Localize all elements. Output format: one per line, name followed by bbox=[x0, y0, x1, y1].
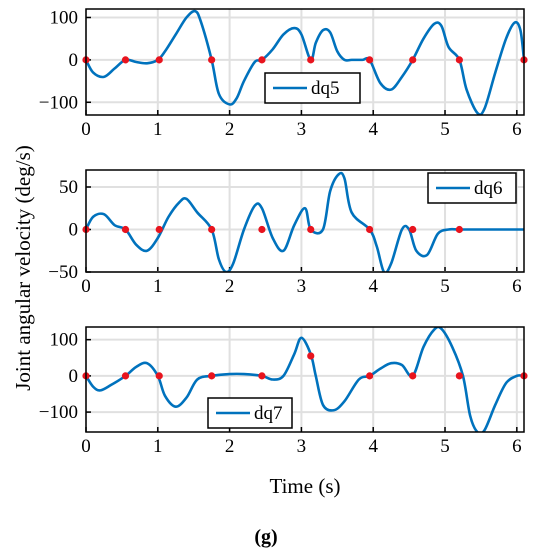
plot3-xtick-label-2: 2 bbox=[225, 436, 235, 457]
plot1-ytick-label-1: 0 bbox=[69, 50, 79, 71]
plot2-marker-2 bbox=[155, 225, 163, 234]
plot3-marker-5 bbox=[307, 352, 315, 360]
plot3-marker-3 bbox=[208, 372, 216, 380]
plot2-ytick-label-1: 0 bbox=[69, 220, 79, 241]
plot2-marker-8 bbox=[455, 225, 463, 234]
plot2-marker-4 bbox=[258, 225, 266, 234]
plot2-ytick-label-0: −50 bbox=[48, 262, 78, 283]
plot1-frame bbox=[85, 8, 525, 116]
figure-caption: (g) bbox=[254, 526, 277, 548]
plot2-xtick-label-0: 0 bbox=[81, 276, 91, 297]
plot2-xtick-label-2: 2 bbox=[225, 276, 235, 297]
plot2-marker-6 bbox=[366, 225, 374, 234]
plot3-xtick-label-5: 5 bbox=[440, 436, 450, 457]
plot1-marker-4 bbox=[258, 56, 266, 64]
plot1-ytick-label-2: 100 bbox=[50, 7, 79, 28]
plot2-xtick-label-1: 1 bbox=[153, 276, 163, 297]
plot1-xtick-label-1: 1 bbox=[153, 119, 163, 140]
plot2-xtick-label-3: 3 bbox=[297, 276, 307, 297]
plot2-frame bbox=[85, 169, 525, 273]
plot1-marker-7 bbox=[409, 56, 417, 64]
plot1-marker-6 bbox=[366, 56, 374, 64]
plot2-xtick-label-4: 4 bbox=[368, 276, 378, 297]
plot1-marker-8 bbox=[455, 56, 463, 64]
plot3-xtick-label-0: 0 bbox=[81, 436, 91, 457]
plot3-frame bbox=[85, 326, 525, 433]
plot3-marker-1 bbox=[121, 372, 130, 380]
plot3-ytick-label-1: 0 bbox=[69, 366, 79, 387]
y-axis-label: Joint angular velocity (deg/s) bbox=[11, 145, 35, 391]
plot3-marker-7 bbox=[409, 372, 417, 380]
plot1-marker-1 bbox=[121, 56, 130, 64]
plot1-legend-label: dq5 bbox=[311, 78, 340, 99]
plot2-ytick-label-2: 50 bbox=[59, 177, 78, 198]
plot1-ytick-label-0: −100 bbox=[39, 92, 78, 113]
plot2-marker-1 bbox=[121, 225, 130, 234]
plot2-xtick-label-6: 6 bbox=[512, 276, 522, 297]
plot3-marker-4 bbox=[258, 372, 266, 380]
plot1-marker-5 bbox=[307, 56, 315, 64]
plot3-xtick-label-4: 4 bbox=[368, 436, 378, 457]
plot3-marker-2 bbox=[155, 372, 163, 380]
plot2-legend-label: dq6 bbox=[474, 178, 503, 199]
plot1-xtick-label-4: 4 bbox=[368, 119, 378, 140]
plot3-xtick-label-6: 6 bbox=[512, 436, 522, 457]
plot3-xtick-label-1: 1 bbox=[153, 436, 163, 457]
plot2-marker-3 bbox=[208, 225, 216, 234]
plot1-xtick-label-0: 0 bbox=[81, 119, 91, 140]
x-axis-label: Time (s) bbox=[270, 474, 341, 498]
plot3-ytick-label-2: 100 bbox=[50, 330, 79, 351]
plot1-xtick-label-6: 6 bbox=[512, 119, 522, 140]
plot3-marker-8 bbox=[455, 372, 463, 380]
plot2-xtick-label-5: 5 bbox=[440, 276, 450, 297]
plot1-xtick-label-2: 2 bbox=[225, 119, 235, 140]
plot1-marker-3 bbox=[208, 56, 216, 64]
plot1-xtick-label-5: 5 bbox=[440, 119, 450, 140]
plot3-ytick-label-0: −100 bbox=[39, 402, 78, 423]
plot3-legend-label: dq7 bbox=[254, 403, 283, 424]
plot1-marker-2 bbox=[155, 56, 163, 64]
plot2-marker-7 bbox=[409, 225, 417, 234]
plot1-xtick-label-3: 3 bbox=[297, 119, 307, 140]
plot2-marker-5 bbox=[307, 225, 315, 234]
plot3-marker-6 bbox=[366, 372, 374, 380]
plot3-xtick-label-3: 3 bbox=[297, 436, 307, 457]
